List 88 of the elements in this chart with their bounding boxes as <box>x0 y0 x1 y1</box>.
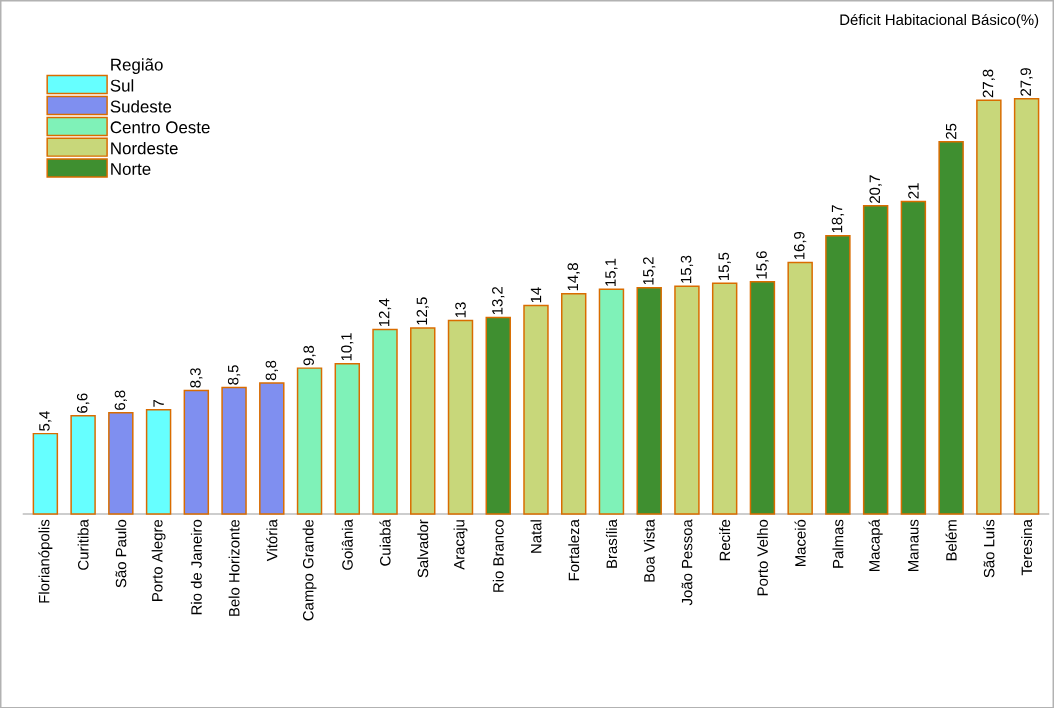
x-tick-label: Aracaju <box>453 519 468 570</box>
x-tick-label: Cuiabá <box>379 518 391 566</box>
data-label: 7 <box>153 399 164 407</box>
x-tick-label: Teresina <box>1021 518 1033 576</box>
bar <box>523 304 549 515</box>
data-label: 14 <box>530 287 542 303</box>
x-tick-label: Campo Grande <box>302 519 317 621</box>
x-tick-label: Brasília <box>605 518 618 568</box>
data-label: 27,9 <box>1020 67 1033 96</box>
x-tick-label: Boa Vista <box>643 518 655 582</box>
bar <box>447 319 474 515</box>
bar <box>976 99 1002 515</box>
data-label: 25 <box>945 123 957 139</box>
x-tick-label: Natal <box>530 519 542 553</box>
data-label: 15,1 <box>605 258 618 286</box>
bar <box>636 286 662 515</box>
bar <box>598 288 625 515</box>
bar <box>372 328 398 515</box>
x-tick-label: Rio de Janeiro <box>190 519 202 614</box>
bar <box>259 382 285 515</box>
x-tick-label: Porto Velho <box>756 519 768 595</box>
data-label: 27,8 <box>982 69 996 97</box>
bar <box>674 285 700 515</box>
x-tick-label: Palmas <box>832 519 844 568</box>
bar <box>825 234 851 515</box>
bar <box>183 389 210 515</box>
bar <box>749 280 776 515</box>
data-label: 8,5 <box>227 364 241 385</box>
bar <box>410 326 436 515</box>
data-label: 10,1 <box>341 332 354 361</box>
x-tick-label: Florianópolis <box>38 519 53 603</box>
legend-label: Norte <box>111 162 151 175</box>
bar <box>485 316 511 515</box>
bar <box>1013 97 1040 515</box>
bar <box>221 386 247 515</box>
data-label: 13 <box>455 302 466 317</box>
bar <box>296 367 323 515</box>
data-label: 6,6 <box>76 393 90 413</box>
bar <box>70 414 96 515</box>
x-tick-label: Goiânia <box>341 518 353 570</box>
bar <box>145 408 172 515</box>
x-tick-label: Vitória <box>266 518 278 561</box>
x-tick-label: Maceió <box>794 519 806 566</box>
x-tick-label: João Pessoa <box>681 518 693 605</box>
legend-title: Região <box>111 58 163 74</box>
data-label: 9,8 <box>303 345 316 365</box>
bar <box>560 292 587 515</box>
data-label: 15,6 <box>756 250 769 279</box>
bar <box>334 362 361 515</box>
bar <box>900 200 927 515</box>
data-label: 8,8 <box>265 360 278 380</box>
data-label: 13,2 <box>492 286 505 314</box>
x-tick-label: Curitiba <box>77 518 89 570</box>
data-label: 14,8 <box>567 262 580 291</box>
x-tick-label: Rio Branco <box>492 519 504 592</box>
bar <box>938 140 964 515</box>
legend-label: Sul <box>110 78 134 92</box>
legend-label: Sudeste <box>110 99 172 113</box>
x-tick-label: São Luís <box>983 519 995 578</box>
legend-label: Nordeste <box>111 141 178 155</box>
bar <box>787 261 813 515</box>
x-tick-label: Belo Horizonte <box>228 519 240 616</box>
x-tick-label: Belém <box>945 519 957 561</box>
x-tick-label: Manaus <box>908 519 919 571</box>
data-label: 20,7 <box>869 175 882 203</box>
x-tick-label: Porto Alegre <box>151 519 166 601</box>
x-tick-label: Macapá <box>868 518 883 571</box>
x-tick-label: Salvador <box>417 519 429 578</box>
chart-title: Déficit Habitacional Básico(%) <box>840 13 1039 28</box>
bar <box>108 411 134 515</box>
data-label: 21 <box>908 183 919 199</box>
data-label: 6,8 <box>114 390 127 410</box>
data-label: 8,3 <box>190 367 203 388</box>
legend-label: Centro Oeste <box>110 121 210 134</box>
data-label: 15,3 <box>680 255 694 283</box>
data-label: 15,5 <box>718 252 731 280</box>
data-label: 15,2 <box>643 257 656 285</box>
data-label: 18,7 <box>831 204 845 233</box>
x-tick-label: São Paulo <box>115 519 127 588</box>
data-label: 16,9 <box>794 231 807 259</box>
data-label: 12,4 <box>378 298 392 326</box>
bar <box>711 282 738 515</box>
bar <box>32 432 59 515</box>
bar <box>862 204 889 515</box>
data-label: 5,4 <box>39 410 52 431</box>
data-label: 12,5 <box>416 297 429 325</box>
x-tick-label: Fortaleza <box>568 518 580 580</box>
x-tick-label: Recife <box>719 519 731 561</box>
